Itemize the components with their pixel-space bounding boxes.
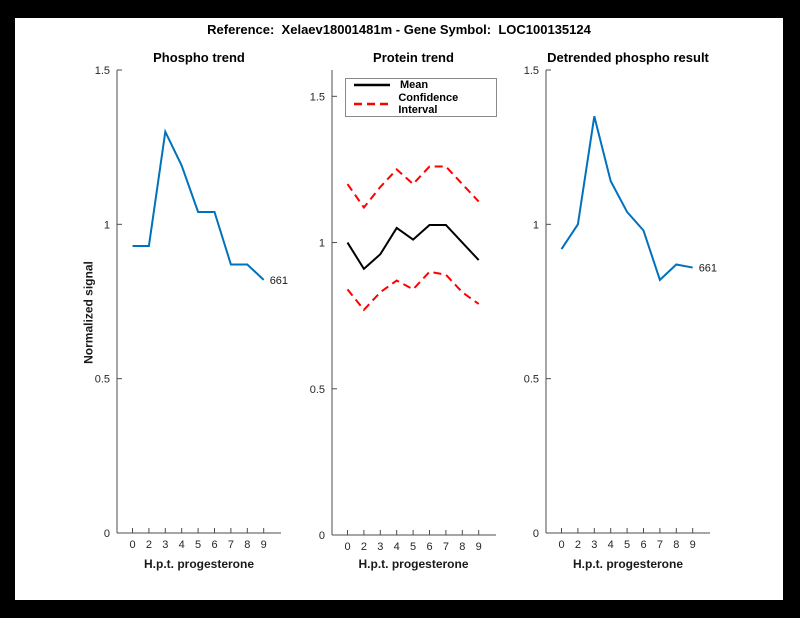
svg-text:3: 3 — [377, 541, 383, 553]
dashed-line-icon — [354, 102, 390, 105]
svg-text:0: 0 — [319, 530, 325, 542]
svg-text:7: 7 — [443, 541, 449, 553]
legend-item-confidence-interval: Confidence Interval — [353, 92, 496, 116]
svg-text:1.5: 1.5 — [95, 65, 110, 77]
svg-text:9: 9 — [261, 539, 267, 551]
legend-item-mean: Mean — [353, 79, 496, 91]
svg-text:4: 4 — [394, 541, 400, 553]
mean-line-icon — [354, 84, 390, 87]
svg-text:0: 0 — [104, 528, 110, 540]
chart-title-protein-trend: Protein trend — [373, 50, 454, 65]
matlab-figure: Reference: Xelaev18001481m - Gene Symbol… — [15, 18, 783, 600]
series-confidence-interval-lower — [346, 270, 480, 312]
figure-suptitle: Reference: Xelaev18001481m - Gene Symbol… — [207, 22, 591, 37]
legend-label-confidence-interval: Confidence Interval — [398, 91, 459, 116]
svg-text:1.5: 1.5 — [524, 65, 539, 77]
svg-text:0.5: 0.5 — [310, 384, 325, 396]
svg-text:9: 9 — [476, 541, 482, 553]
svg-text:8: 8 — [244, 539, 250, 551]
chart-title-phospho-trend: Phospho trend — [153, 50, 245, 65]
end-point-label: 661 — [270, 275, 288, 287]
svg-text:5: 5 — [195, 539, 201, 551]
svg-text:1: 1 — [533, 219, 539, 231]
svg-text:1.5: 1.5 — [310, 91, 325, 103]
protein-trend-plot: 00.511.50 2 3 4 5 6 7 8 9 — [310, 70, 496, 553]
svg-text:2: 2 — [146, 539, 152, 551]
x-axis-label-2: H.p.t. progesterone — [358, 557, 469, 571]
svg-text:7: 7 — [228, 539, 234, 551]
svg-text:6: 6 — [640, 539, 646, 551]
svg-text:8: 8 — [673, 539, 679, 551]
svg-text:9: 9 — [690, 539, 696, 551]
svg-text:4: 4 — [608, 539, 614, 551]
svg-text:4: 4 — [179, 539, 185, 551]
legend: Mean Confidence Interval — [345, 78, 497, 117]
svg-text:0: 0 — [533, 528, 539, 540]
svg-text:0: 0 — [558, 539, 564, 551]
svg-text:2: 2 — [575, 539, 581, 551]
svg-text:7: 7 — [657, 539, 663, 551]
series-mean — [346, 224, 480, 271]
series-confidence-interval-upper — [346, 165, 480, 210]
svg-text:3: 3 — [162, 539, 168, 551]
svg-text:1: 1 — [104, 219, 110, 231]
svg-text:8: 8 — [459, 541, 465, 553]
svg-text:2: 2 — [361, 541, 367, 553]
svg-text:0.5: 0.5 — [524, 374, 539, 386]
svg-text:0: 0 — [344, 541, 350, 553]
svg-text:5: 5 — [624, 539, 630, 551]
svg-text:6: 6 — [211, 539, 217, 551]
legend-label-mean: Mean — [400, 79, 429, 92]
series-detrended-phospho-signal — [560, 116, 693, 282]
x-axis-label-1: H.p.t. progesterone — [143, 557, 254, 571]
svg-text:5: 5 — [410, 541, 416, 553]
svg-text:6: 6 — [426, 541, 432, 553]
series-phospho-signal — [132, 128, 265, 281]
end-point-label: 661 — [699, 263, 717, 275]
svg-text:1: 1 — [319, 238, 325, 250]
x-axis-label-3: H.p.t. progesterone — [572, 557, 683, 571]
svg-text:3: 3 — [591, 539, 597, 551]
svg-text:0.5: 0.5 — [95, 374, 110, 386]
chart-title-detrended-phospho: Detrended phospho result — [547, 50, 709, 65]
svg-text:0: 0 — [129, 539, 135, 551]
